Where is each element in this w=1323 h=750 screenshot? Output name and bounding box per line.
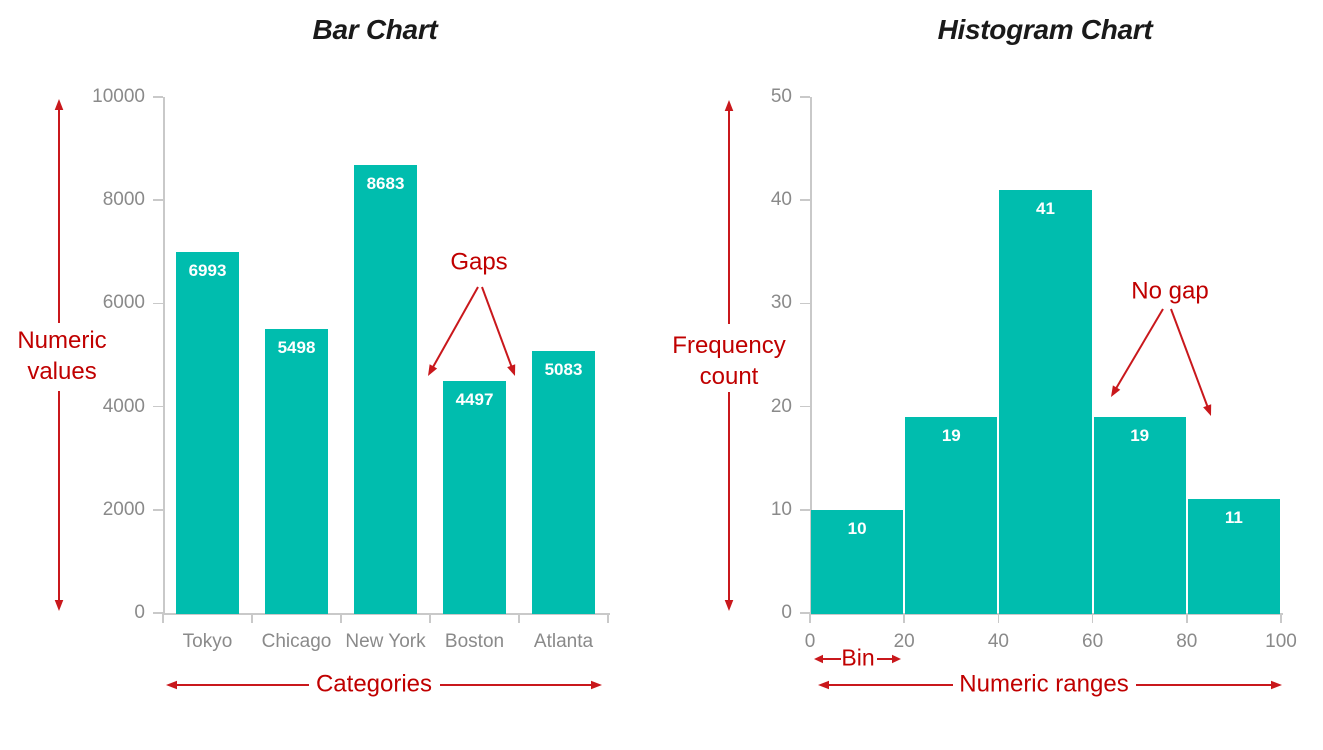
y-tick-label: 2000	[102, 498, 145, 520]
x-tick-label: 40	[987, 631, 1009, 652]
bin-annotation: Bin	[841, 644, 875, 671]
y-tick-label: 6000	[102, 292, 145, 314]
bar-value-label: 11	[1224, 508, 1243, 528]
hist-bin-60-80	[1093, 416, 1186, 614]
y-axis-line	[810, 97, 812, 615]
x-tick	[1186, 613, 1188, 623]
y-tick-label: 50	[770, 86, 792, 107]
y-tick-label: 30	[770, 292, 792, 314]
gaps-arrow-right	[481, 286, 516, 376]
y-tick	[153, 302, 163, 305]
bar-new-york	[354, 164, 417, 614]
y-tick-label: 0	[134, 602, 145, 623]
y-tick	[153, 199, 163, 201]
x-tick	[809, 613, 811, 623]
y-tick-label: 8000	[102, 189, 145, 211]
y-tick	[800, 96, 810, 98]
bar-value-label: 5083	[544, 359, 583, 379]
x-tick	[340, 613, 342, 623]
x-tick	[903, 613, 905, 623]
numeric-values-annotation: Numeric values	[17, 325, 106, 387]
x-tick-label: 100	[1265, 631, 1297, 652]
y-tick	[153, 405, 163, 408]
numeric-ranges-arrow-right	[1136, 680, 1282, 690]
x-tick	[997, 613, 1000, 623]
bar-value-label: 19	[1130, 425, 1150, 445]
y-tick-label: 40	[770, 189, 792, 211]
y-tick-label: 10000	[92, 86, 145, 107]
categories-arrow-right	[440, 680, 602, 690]
hist-bin-0-20	[811, 509, 904, 614]
x-tick	[251, 613, 253, 623]
category-label: Tokyo	[182, 631, 233, 652]
y-tick	[800, 302, 810, 305]
frequency-count-line1: Frequency	[672, 332, 786, 359]
x-tick-label: 60	[1082, 631, 1104, 652]
frequency-count-arrow-up	[724, 100, 734, 324]
x-tick	[1280, 613, 1282, 623]
x-tick	[429, 613, 431, 623]
hist-bin-20-40	[905, 416, 998, 614]
bar-chart-title: Bar Chart	[312, 14, 438, 45]
category-label: New York	[345, 631, 426, 652]
bar-value-label: 19	[941, 425, 961, 445]
categories-annotation: Categories	[315, 670, 433, 698]
y-tick	[800, 509, 810, 511]
x-tick	[162, 613, 164, 623]
no-gap-annotation: No gap	[1131, 277, 1209, 305]
x-tick-label: 0	[804, 631, 816, 652]
y-tick	[153, 96, 163, 98]
numeric-values-line2: values	[27, 358, 97, 385]
category-label: Boston	[444, 631, 505, 652]
numeric-values-line1: Numeric	[17, 327, 107, 354]
gaps-arrow-left	[428, 286, 479, 376]
bar-boston	[443, 380, 506, 614]
bar-value-label: 8683	[366, 173, 405, 193]
hist-bin-40-60	[999, 189, 1092, 614]
no-gap-arrow-right	[1170, 308, 1212, 416]
frequency-count-line2: count	[699, 363, 759, 390]
bar-value-label: 4497	[455, 389, 494, 409]
y-tick	[153, 612, 163, 614]
hist-bin-80-100	[1187, 499, 1280, 614]
bin-arrow-left	[814, 654, 841, 664]
x-tick	[518, 613, 520, 623]
frequency-count-annotation: Frequency count	[672, 330, 785, 392]
bar-chicago	[265, 329, 328, 614]
y-tick-label: 0	[781, 602, 792, 623]
no-gap-arrow-left	[1111, 308, 1164, 397]
x-tick-label: 20	[893, 631, 915, 652]
numeric-ranges-annotation: Numeric ranges	[959, 670, 1129, 698]
bin-arrow-right	[877, 654, 901, 664]
category-label: Chicago	[261, 631, 332, 652]
x-tick	[607, 613, 609, 623]
bar-atlanta	[532, 350, 595, 614]
numeric-values-arrow-down	[54, 391, 64, 611]
category-label: Atlanta	[533, 631, 594, 652]
y-tick-label: 4000	[102, 395, 145, 417]
y-tick	[800, 612, 810, 614]
y-axis-line	[163, 97, 165, 615]
numeric-values-arrow-up	[54, 99, 64, 323]
numeric-ranges-arrow-left	[818, 680, 953, 690]
x-tick	[1091, 613, 1094, 623]
categories-arrow-left	[166, 680, 309, 690]
bar-value-label: 10	[847, 518, 867, 538]
y-tick	[800, 199, 810, 201]
y-tick-label: 10	[770, 498, 792, 520]
bar-value-label: 41	[1036, 198, 1055, 218]
y-tick	[800, 405, 810, 408]
bar-value-label: 6993	[188, 261, 227, 281]
y-tick-label: 20	[770, 395, 792, 417]
y-tick	[153, 509, 163, 511]
bar-value-label: 5498	[277, 338, 316, 358]
x-tick-label: 80	[1176, 631, 1198, 652]
histogram-chart-title: Histogram Chart	[937, 14, 1153, 45]
gaps-annotation: Gaps	[450, 248, 508, 276]
bar-tokyo	[176, 252, 239, 614]
